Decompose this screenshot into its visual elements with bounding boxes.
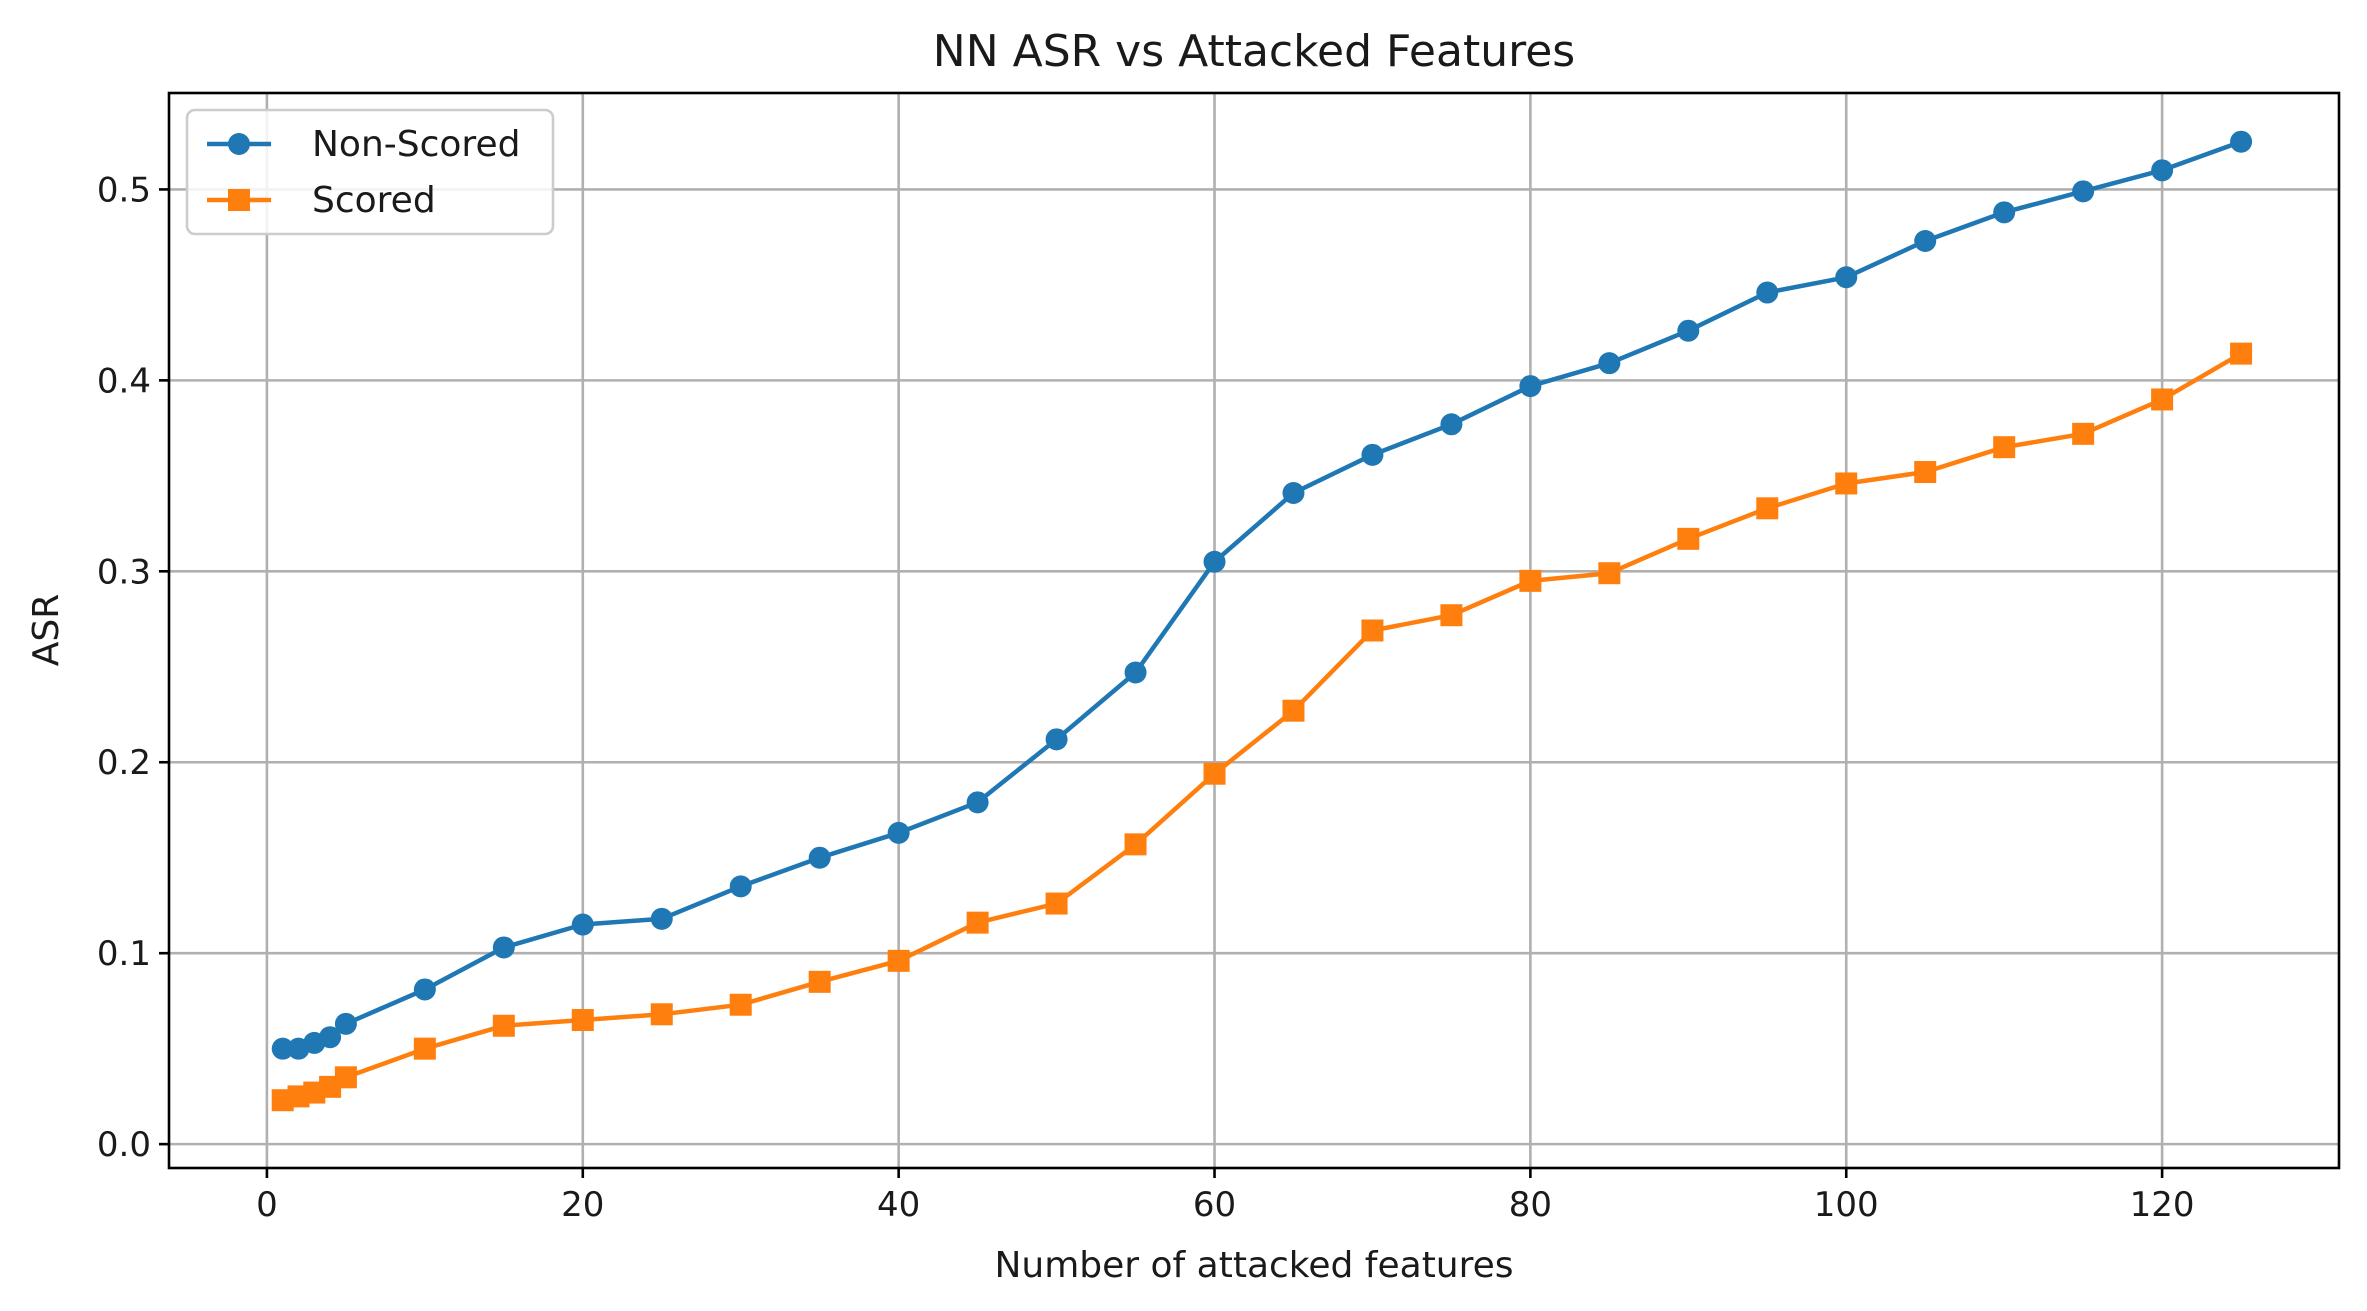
data-point-scored	[2151, 388, 2174, 411]
grid-layer	[169, 93, 2339, 1168]
x-tick-label: 60	[1193, 1185, 1236, 1225]
y-tick-label: 0.2	[97, 743, 151, 783]
data-point-non-scored	[2072, 180, 2095, 203]
data-point-non-scored	[492, 936, 515, 959]
data-point-scored	[1203, 762, 1226, 785]
data-point-non-scored	[1835, 266, 1858, 289]
x-axis-label: Number of attacked features	[994, 1245, 1513, 1286]
data-point-non-scored	[1282, 482, 1305, 505]
data-point-scored	[966, 911, 989, 934]
y-tick-label: 0.3	[97, 552, 151, 592]
y-tick-label: 0.1	[97, 934, 151, 974]
data-point-non-scored	[1914, 229, 1937, 252]
data-point-non-scored	[319, 1026, 342, 1049]
data-point-scored	[2072, 422, 2095, 445]
data-point-scored	[1282, 699, 1305, 722]
chart-title: NN ASR vs Attacked Features	[933, 26, 1575, 77]
data-point-non-scored	[1519, 375, 1542, 398]
data-point-non-scored	[271, 1037, 294, 1060]
data-point-non-scored	[2151, 159, 2174, 182]
data-point-non-scored	[2230, 130, 2253, 153]
data-point-scored	[1756, 497, 1779, 520]
data-point-scored	[729, 993, 752, 1016]
data-point-scored	[571, 1009, 594, 1032]
data-point-scored	[2230, 342, 2253, 365]
data-point-non-scored	[1993, 201, 2016, 224]
x-tick-label: 80	[1509, 1185, 1552, 1225]
x-tick-label: 100	[1814, 1185, 1879, 1225]
data-point-non-scored	[1124, 661, 1147, 684]
data-point-non-scored	[650, 907, 673, 930]
data-point-non-scored	[1203, 550, 1226, 573]
plot-frame	[167, 91, 2341, 1170]
data-point-scored	[334, 1066, 357, 1089]
data-point-scored	[808, 970, 831, 993]
data-point-non-scored	[1598, 352, 1621, 375]
legend-marker-non-scored	[228, 133, 250, 155]
data-point-non-scored	[1440, 413, 1463, 436]
x-tick-label: 20	[561, 1185, 604, 1225]
data-point-scored	[1045, 892, 1068, 915]
data-point-scored	[650, 1003, 673, 1026]
data-point-non-scored	[1756, 281, 1779, 304]
data-point-non-scored	[571, 913, 594, 936]
data-point-scored	[1914, 461, 1937, 484]
x-tick-label: 40	[877, 1185, 920, 1225]
y-axis-label: ASR	[26, 594, 67, 667]
data-point-scored	[1598, 562, 1621, 585]
data-point-non-scored	[413, 978, 436, 1001]
data-point-non-scored	[966, 791, 989, 814]
y-tick-label: 0.5	[97, 170, 151, 210]
legend-box	[185, 108, 555, 236]
y-tick-label: 0.4	[97, 361, 151, 401]
data-point-scored	[1519, 569, 1542, 592]
series-scored	[271, 342, 2253, 1112]
data-point-scored	[1124, 833, 1147, 856]
data-point-scored	[1361, 619, 1384, 642]
ticks-layer: 0 20 40 60 80 100 120 0.0 0.1 0.2 0.3 0.4 0.5	[97, 170, 2195, 1225]
legend-label-scored: Scored	[312, 180, 436, 221]
series-non-scored	[271, 130, 2253, 1060]
y-tick-label: 0.0	[97, 1125, 151, 1165]
data-point-scored	[1835, 472, 1858, 495]
data-point-non-scored	[1677, 319, 1700, 342]
data-point-scored	[413, 1037, 436, 1060]
legend-label-non-scored: Non-Scored	[312, 124, 520, 165]
series-layer	[271, 130, 2253, 1112]
x-tick-label: 120	[2130, 1185, 2195, 1225]
data-point-non-scored	[729, 875, 752, 898]
legend-marker-scored	[228, 189, 250, 211]
x-tick-label: 0	[256, 1185, 278, 1225]
data-point-scored	[1677, 527, 1700, 550]
data-point-scored	[1993, 436, 2016, 459]
data-point-non-scored	[808, 846, 831, 869]
data-point-non-scored	[887, 821, 910, 844]
legend: Non-Scored Scored	[185, 108, 555, 236]
data-point-scored	[887, 949, 910, 972]
data-point-scored	[1440, 604, 1463, 627]
data-point-scored	[492, 1014, 515, 1037]
data-point-non-scored	[1361, 443, 1384, 466]
data-point-non-scored	[334, 1012, 357, 1035]
data-point-non-scored	[1045, 728, 1068, 751]
